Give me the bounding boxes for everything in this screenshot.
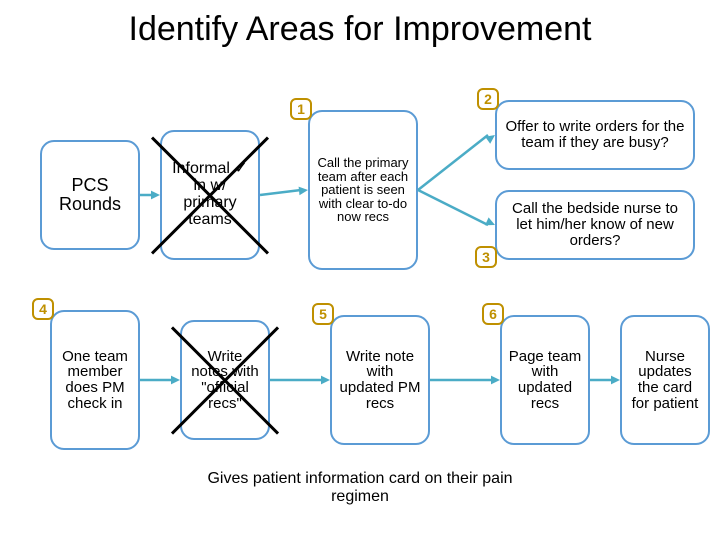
badge-5: 5 — [312, 303, 334, 325]
badge-1: 1 — [290, 98, 312, 120]
footer-caption: Gives patient information card on their … — [200, 470, 520, 506]
node-updated-label: Write note with updated PM recs — [338, 349, 422, 412]
node-nurse-label: Nurse updates the card for patient — [628, 349, 702, 412]
node-offer-label: Offer to write orders for the team if th… — [503, 119, 687, 151]
arrow-head-icon — [491, 376, 500, 385]
node-bedside: Call the bedside nurse to let him/her kn… — [495, 190, 695, 260]
badge-2: 2 — [477, 88, 499, 110]
node-pmcheck-label: One team member does PM check in — [58, 349, 132, 412]
node-updated: Write note with updated PM recs — [330, 315, 430, 445]
node-call_pri: Call the primary team after each patient… — [308, 110, 418, 270]
arrow-head-icon — [151, 191, 160, 200]
badge-3: 3 — [475, 246, 497, 268]
arrow-line — [418, 190, 488, 225]
node-page-label: Page team with updated recs — [508, 349, 582, 412]
node-pmcheck: One team member does PM check in — [50, 310, 140, 450]
badge-4: 4 — [32, 298, 54, 320]
node-pcs-label: PCS Rounds — [48, 176, 132, 214]
arrow-head-icon — [299, 187, 308, 196]
arrow-line — [260, 190, 301, 195]
node-nurse: Nurse updates the card for patient — [620, 315, 710, 445]
arrow-head-icon — [611, 376, 620, 385]
badge-6: 6 — [482, 303, 504, 325]
arrow-head-icon — [485, 135, 495, 144]
arrow-head-icon — [171, 376, 180, 385]
diagram-canvas: { "title": "Identify Areas for Improveme… — [0, 0, 720, 540]
arrows-layer — [0, 0, 720, 540]
page-title: Identify Areas for Improvement — [0, 10, 720, 49]
node-call_pri-label: Call the primary team after each patient… — [316, 156, 410, 224]
node-offer: Offer to write orders for the team if th… — [495, 100, 695, 170]
arrow-head-icon — [321, 376, 330, 385]
node-pcs: PCS Rounds — [40, 140, 140, 250]
node-bedside-label: Call the bedside nurse to let him/her kn… — [503, 201, 687, 248]
node-page: Page team with updated recs — [500, 315, 590, 445]
arrow-line — [418, 135, 488, 190]
arrow-head-icon — [485, 217, 495, 225]
